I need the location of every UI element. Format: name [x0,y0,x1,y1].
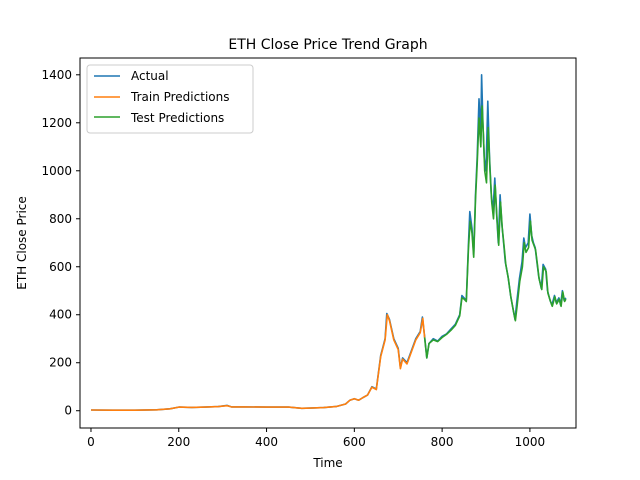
x-tick-label: 1000 [515,435,546,449]
y-axis-ticks: 0 200 400 600 800 1000 1200 1400 [41,68,80,418]
y-tick-label: 800 [49,212,72,226]
x-tick-label: 200 [167,435,190,449]
legend-frame [86,64,254,134]
chart-title: ETH Close Price Trend Graph [228,37,427,53]
x-tick-label: 600 [343,435,366,449]
y-tick-label: 1200 [41,116,72,130]
y-tick-label: 0 [64,404,72,418]
y-tick-label: 1000 [41,164,72,178]
x-tick-label: 0 [87,435,95,449]
y-tick-label: 200 [49,356,72,370]
series-line-train-predictions [90,313,426,412]
y-tick-label: 600 [49,260,72,274]
series-layer [90,74,567,412]
y-tick-label: 1400 [41,68,72,82]
series-line-test-predictions [423,105,567,359]
legend-label-train-predictions: Train Predictions [130,90,229,104]
x-axis-ticks: 0 200 400 600 800 1000 [87,428,545,449]
legend: Actual Train Predictions Test Prediction… [86,64,254,134]
x-axis-label: Time [312,456,342,470]
legend-label-actual: Actual [131,69,169,83]
legend-label-test-predictions: Test Predictions [130,111,224,125]
x-tick-label: 800 [431,435,454,449]
y-tick-label: 400 [49,308,72,322]
axes-frame [79,57,577,429]
plot-area [79,57,577,429]
x-tick-label: 400 [255,435,278,449]
y-axis-label: ETH Close Price [15,196,29,290]
